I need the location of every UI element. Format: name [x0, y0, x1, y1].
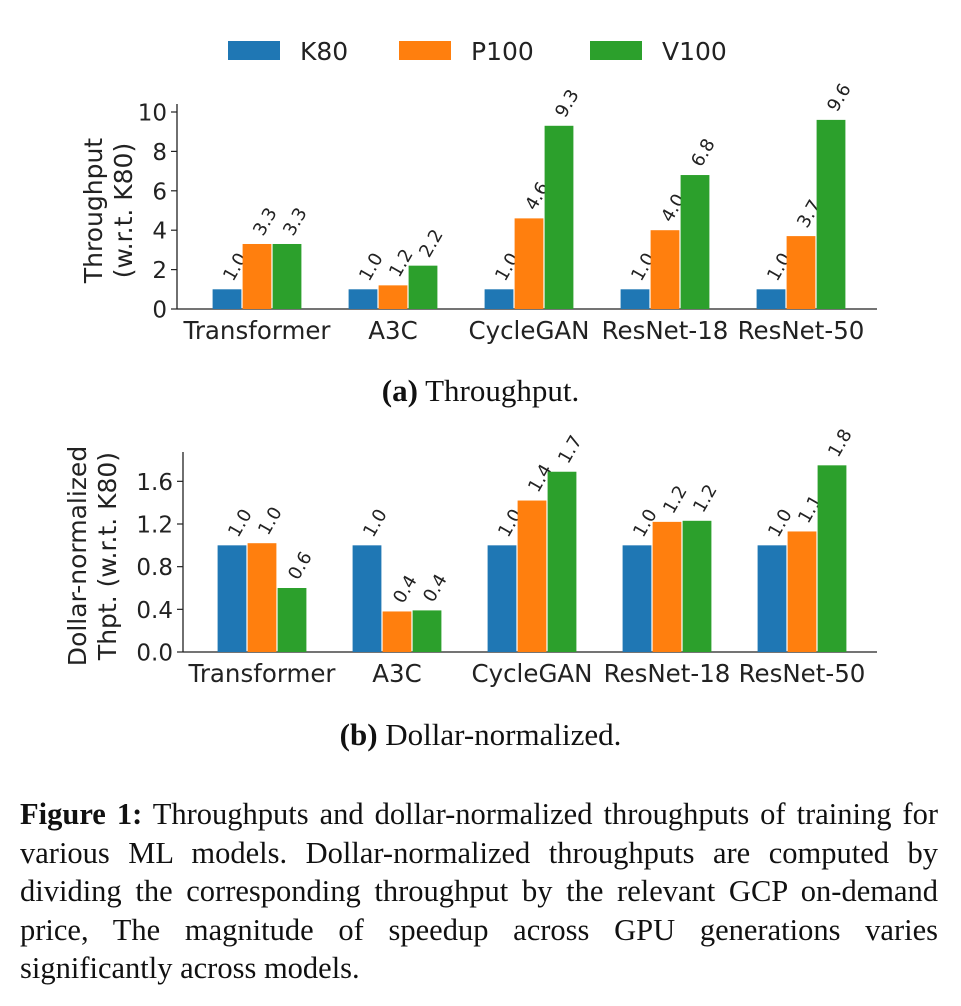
x-tick-label-resnet-50: ResNet-50 — [739, 659, 866, 688]
y-axis-label: Throughput(w.r.t. K80) — [79, 138, 138, 284]
data-label: 1.2 — [659, 482, 692, 517]
bar-p100-resnet-50 — [786, 236, 816, 309]
bar-k80-transformer — [212, 289, 242, 309]
data-label: 3.3 — [279, 204, 312, 239]
bar-v100-cyclegan — [547, 471, 577, 652]
data-label: 9.6 — [823, 80, 856, 115]
bar-p100-resnet-18 — [650, 230, 680, 309]
subcaption-b-tag: (b) — [339, 717, 378, 752]
y-tick-label: 1.6 — [136, 470, 173, 496]
y-axis-label: Dollar-normalizedThpt. (w.r.t. K80) — [63, 446, 122, 666]
x-tick-label-a3c: A3C — [368, 316, 417, 345]
bar-p100-cyclegan — [514, 218, 544, 309]
dollar-normalized-chart: 0.0 0.4 0.8 1.2 1.6 Dollar-normalizedThpt. (w… — [63, 426, 877, 688]
bar-k80-resnet-50 — [757, 545, 787, 652]
bar-v100-transformer — [277, 588, 307, 652]
data-label: 0.6 — [284, 548, 317, 583]
legend-label-k80: K80 — [300, 37, 348, 66]
data-label: 1.0 — [254, 503, 287, 538]
y-tick-label: 0 — [152, 298, 167, 324]
y-tick-label: 2 — [152, 258, 167, 284]
subcaption-b-text: Dollar-normalized. — [377, 717, 622, 752]
bar-p100-resnet-50 — [787, 531, 817, 652]
figure-caption: Figure 1: Throughputs and dollar-normali… — [20, 795, 938, 988]
bar-v100-transformer — [272, 243, 302, 309]
bar-p100-a3c — [382, 611, 412, 652]
x-tick-label-resnet-18: ResNet-18 — [604, 659, 731, 688]
x-tick-label-transformer: Transformer — [187, 659, 336, 688]
bar-k80-a3c — [352, 545, 382, 652]
bar-k80-cyclegan — [484, 289, 514, 309]
data-label: 0.4 — [389, 572, 422, 607]
bar-v100-resnet-50 — [817, 465, 847, 652]
x-tick-label-cyclegan: CycleGAN — [471, 659, 592, 688]
bar-k80-cyclegan — [487, 545, 517, 652]
x-tick-label-transformer: Transformer — [182, 316, 331, 345]
bar-v100-a3c — [408, 265, 438, 309]
subcaption-a-text: Throughput. — [417, 373, 580, 408]
bar-p100-transformer — [242, 243, 272, 309]
legend-swatch-p100 — [399, 41, 451, 60]
bar-k80-resnet-18 — [620, 289, 650, 309]
subcaption-b: (b) Dollar-normalized. — [0, 717, 961, 753]
data-label: 2.2 — [415, 226, 448, 261]
legend: K80 P100 V100 — [228, 37, 727, 66]
bar-v100-resnet-18 — [682, 520, 712, 652]
legend-swatch-k80 — [228, 41, 280, 60]
bar-k80-resnet-50 — [756, 289, 786, 309]
bar-v100-resnet-50 — [816, 119, 846, 309]
bar-p100-transformer — [247, 543, 277, 652]
y-tick-label: 10 — [138, 101, 167, 127]
legend-label-v100: V100 — [662, 37, 727, 66]
bar-v100-cyclegan — [544, 125, 574, 309]
subcaption-a: (a) Throughput. — [0, 373, 961, 409]
bar-k80-transformer — [217, 545, 247, 652]
x-tick-label-cyclegan: CycleGAN — [468, 316, 589, 345]
y-tick-label: 0.8 — [136, 555, 173, 581]
bar-v100-a3c — [412, 610, 442, 652]
data-label: 1.0 — [355, 249, 388, 284]
bar-k80-a3c — [348, 289, 378, 309]
data-label: 9.3 — [551, 86, 584, 121]
data-label: 1.8 — [824, 426, 857, 461]
y-tick-label: 4 — [152, 219, 167, 245]
figure-caption-text: Throughputs and dollar-normalized throug… — [20, 797, 939, 985]
bar-p100-cyclegan — [517, 500, 547, 652]
data-label: 1.0 — [359, 506, 392, 541]
data-label: 3.3 — [249, 204, 282, 239]
legend-swatch-v100 — [590, 41, 642, 60]
y-tick-label: 0.4 — [136, 598, 173, 624]
y-tick-label: 8 — [152, 140, 167, 166]
x-tick-label-resnet-50: ResNet-50 — [738, 316, 865, 345]
bar-v100-resnet-18 — [680, 175, 710, 309]
figure-caption-tag: Figure 1: — [20, 797, 143, 831]
data-label: 6.8 — [687, 135, 720, 170]
y-tick-label: 6 — [152, 179, 167, 205]
y-tick-label: 0.0 — [136, 641, 173, 667]
x-tick-label-resnet-18: ResNet-18 — [602, 316, 729, 345]
data-label: 1.0 — [224, 506, 257, 541]
x-tick-label-a3c: A3C — [372, 659, 421, 688]
data-label: 0.4 — [419, 571, 452, 606]
bar-k80-resnet-18 — [622, 545, 652, 652]
bar-p100-a3c — [378, 285, 408, 309]
legend-label-p100: P100 — [471, 37, 534, 66]
subcaption-a-tag: (a) — [381, 373, 418, 408]
y-tick-label: 1.2 — [136, 513, 173, 539]
data-label: 1.2 — [689, 481, 722, 516]
data-label: 1.7 — [554, 432, 587, 467]
bar-p100-resnet-18 — [652, 521, 682, 652]
